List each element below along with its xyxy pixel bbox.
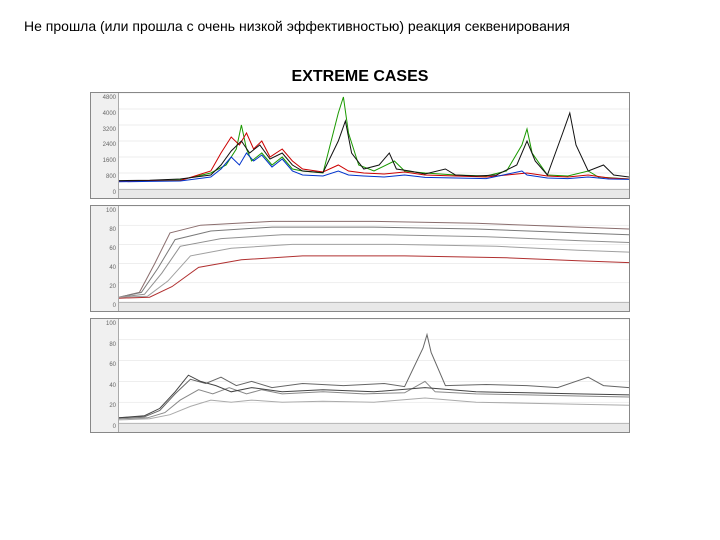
y-axis-2: 100 80 60 40 20 0: [91, 206, 119, 311]
electropherogram-panel-2: 100 80 60 40 20 0: [90, 205, 630, 312]
electropherogram-panel-1: 4800 4000 3200 2400 1600 800 0: [90, 92, 630, 199]
y-tick: 0: [91, 190, 118, 196]
y-tick: 20: [91, 403, 118, 409]
plot-area-2: [119, 206, 629, 311]
y-tick: 40: [91, 265, 118, 271]
y-tick: 80: [91, 342, 118, 348]
trace-t2: [119, 227, 629, 297]
trace-A: [119, 97, 629, 181]
trace-b3: [119, 398, 629, 420]
y-tick: 100: [91, 208, 118, 214]
trace-t4: [119, 244, 629, 297]
y-axis-3: 100 80 60 40 20 0: [91, 319, 119, 432]
y-tick: 40: [91, 383, 118, 389]
x-axis-bar-2: [119, 302, 629, 311]
y-tick: 60: [91, 362, 118, 368]
chart-title: EXTREME CASES: [0, 68, 720, 86]
caption-text: Не прошла (или прошла с очень низкой эфф…: [0, 18, 720, 34]
x-axis-bar-3: [119, 423, 629, 432]
chart-panels: 480040003200240016008000 100806040200 10…: [90, 92, 630, 433]
plot-area-1: [119, 93, 629, 198]
y-tick: 20: [91, 284, 118, 290]
y-tick: 100: [91, 321, 118, 327]
y-tick: 800: [91, 174, 118, 180]
y-tick: 0: [91, 424, 118, 430]
y-tick: 60: [91, 246, 118, 252]
y-tick: 4000: [91, 111, 118, 117]
trace-t5: [119, 256, 629, 298]
slide: Не прошла (или прошла с очень низкой эфф…: [0, 0, 720, 540]
chart-svg-3: [119, 319, 629, 423]
x-axis-bar-1: [119, 189, 629, 198]
y-tick: 0: [91, 303, 118, 309]
y-tick: 1600: [91, 158, 118, 164]
y-tick: 80: [91, 227, 118, 233]
plot-area-3: [119, 319, 629, 432]
electropherogram-panel-3: 100 80 60 40 20 0: [90, 318, 630, 433]
y-tick: 3200: [91, 127, 118, 133]
y-axis-1: 4800 4000 3200 2400 1600 800 0: [91, 93, 119, 198]
y-tick: 2400: [91, 142, 118, 148]
y-tick: 4800: [91, 95, 118, 101]
chart-svg-1: [119, 93, 629, 189]
chart-svg-2: [119, 206, 629, 302]
